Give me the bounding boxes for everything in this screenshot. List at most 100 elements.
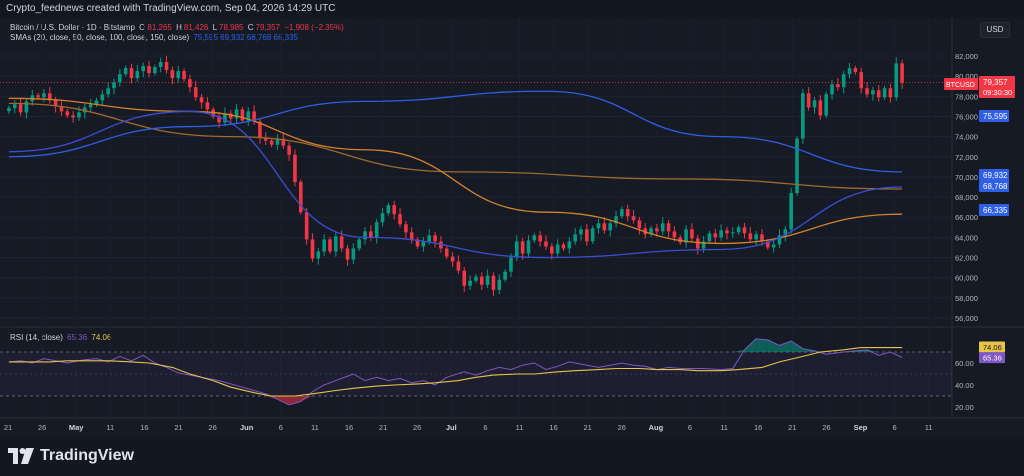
candle [742, 227, 747, 234]
candle [322, 239, 326, 252]
x-tick-label: 16 [754, 423, 762, 432]
rsi-overbought-fill [756, 338, 768, 352]
candle [193, 87, 198, 98]
candle [719, 230, 723, 238]
rsi-line [8, 338, 903, 406]
candle [514, 241, 519, 258]
candle [474, 276, 478, 281]
sma-value-label: 68,768 [983, 182, 1008, 191]
rsi-ma-tag-label: 74.06 [983, 343, 1002, 352]
countdown-label: 09:30:30 [983, 88, 1012, 97]
sma-value-tag [979, 110, 1009, 122]
candle [760, 234, 764, 242]
candle [520, 241, 525, 254]
rsi-overbought-fill [779, 341, 792, 352]
y-tick-label: 80,000 [955, 72, 978, 81]
x-tick-label: 16 [549, 423, 557, 432]
sma-20-line [8, 90, 903, 173]
y-tick-label: 64,000 [955, 233, 978, 242]
sma-100-line [8, 97, 903, 245]
candle [544, 241, 548, 247]
candle [398, 214, 402, 225]
rsi-tick-label: 40.00 [955, 381, 974, 390]
candle [82, 107, 87, 113]
x-tick-label: 6 [893, 423, 897, 432]
x-tick-label: May [69, 423, 84, 432]
candle [701, 241, 706, 249]
rsi-value: 65.36 [67, 333, 88, 342]
candle [88, 104, 93, 108]
candle [228, 113, 233, 119]
tradingview-wordmark: TradingView [40, 447, 134, 464]
candle [217, 116, 221, 123]
candle [135, 71, 140, 79]
x-tick-label: 6 [279, 423, 283, 432]
candle [433, 235, 437, 242]
candle [246, 111, 251, 121]
candle [748, 233, 753, 240]
x-tick-label: 26 [38, 423, 46, 432]
candle [625, 209, 630, 217]
rsi-overbought-fill [791, 341, 803, 352]
x-tick-label: 6 [688, 423, 692, 432]
rsi-oversold-fill [289, 396, 301, 405]
candle [684, 229, 688, 243]
candle [538, 235, 542, 242]
y-tick-label: 68,000 [955, 193, 978, 202]
candle [450, 256, 455, 262]
x-tick-label: 16 [345, 423, 353, 432]
candle [725, 230, 729, 234]
candle [836, 84, 840, 88]
x-tick-label: 6 [483, 423, 487, 432]
x-tick-label: 26 [208, 423, 216, 432]
candle [561, 244, 566, 249]
candle [281, 138, 286, 146]
sma-values: 75,595 69,932 68,768 66,335 [193, 33, 298, 42]
candle [141, 66, 145, 72]
candle [894, 63, 899, 98]
tradingview-logo[interactable]: TradingView [8, 447, 134, 465]
candle [199, 97, 204, 103]
candle [573, 234, 577, 242]
x-tick-label: 26 [822, 423, 830, 432]
y-tick-label: 78,000 [955, 92, 978, 101]
x-tick-label: 11 [720, 423, 728, 432]
candle [380, 213, 385, 223]
candle [269, 140, 274, 145]
candle [812, 100, 817, 108]
y-tick-label: 60,000 [955, 274, 978, 283]
candle [7, 108, 11, 112]
candle [118, 74, 122, 83]
x-tick-label: 26 [413, 423, 421, 432]
candle [649, 228, 653, 235]
candle [409, 232, 414, 240]
rsi-ma-line [8, 347, 903, 397]
rsi-tick-label: 20.00 [955, 403, 974, 412]
candle [882, 88, 887, 98]
candle [801, 93, 805, 139]
currency-button[interactable]: USD [980, 22, 1010, 38]
candle [106, 88, 110, 95]
symbol-tag-label: BTCUSD [946, 82, 975, 89]
candle [777, 235, 782, 245]
candle [806, 93, 811, 108]
candle [392, 205, 397, 215]
sma-value-tag [979, 180, 1009, 192]
candle [730, 232, 735, 234]
candle [678, 237, 683, 243]
candle [328, 239, 332, 252]
candle [123, 68, 128, 75]
candle [695, 238, 700, 249]
candle [53, 100, 58, 107]
candle [112, 82, 116, 89]
candle [404, 224, 408, 233]
candle [205, 102, 210, 110]
candle [427, 235, 432, 242]
candle [567, 241, 572, 249]
x-tick-label: 11 [925, 423, 933, 432]
x-tick-label: 21 [788, 423, 796, 432]
rsi-ma-tag [979, 341, 1005, 353]
x-tick-label: 21 [584, 423, 592, 432]
